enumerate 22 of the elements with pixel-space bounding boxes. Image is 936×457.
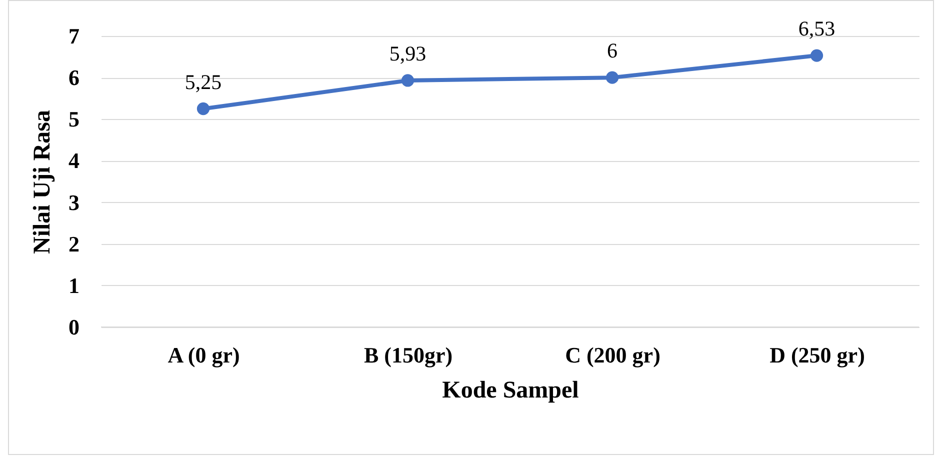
x-axis-title: Kode Sampel [442, 378, 580, 404]
x-tick-label: A (0 gr) [168, 342, 240, 368]
y-tick-label: 1 [68, 272, 80, 298]
x-tick-label: D (250 gr) [770, 342, 865, 368]
y-tick-label: 3 [68, 190, 80, 215]
data-label: 5,93 [389, 41, 426, 66]
y-tick-label: 5 [68, 106, 80, 132]
data-label: 5,25 [184, 70, 222, 94]
point [810, 49, 824, 62]
data-label: 6,53 [798, 16, 836, 41]
y-tick-label: 0 [68, 314, 80, 340]
point [196, 102, 210, 116]
y-tick-label: 6 [68, 65, 80, 90]
x-tick-label: C (200 gr) [565, 342, 660, 368]
point [606, 71, 619, 84]
point [401, 74, 414, 87]
y-tick-label: 7 [68, 24, 80, 48]
y-axis-title: Nilai Uji Rasa [30, 110, 56, 254]
data-label: 6 [607, 38, 618, 63]
y-tick-label: 2 [68, 231, 80, 256]
y-tick-label: 4 [68, 148, 80, 174]
x-tick-label: B (150gr) [364, 342, 453, 368]
